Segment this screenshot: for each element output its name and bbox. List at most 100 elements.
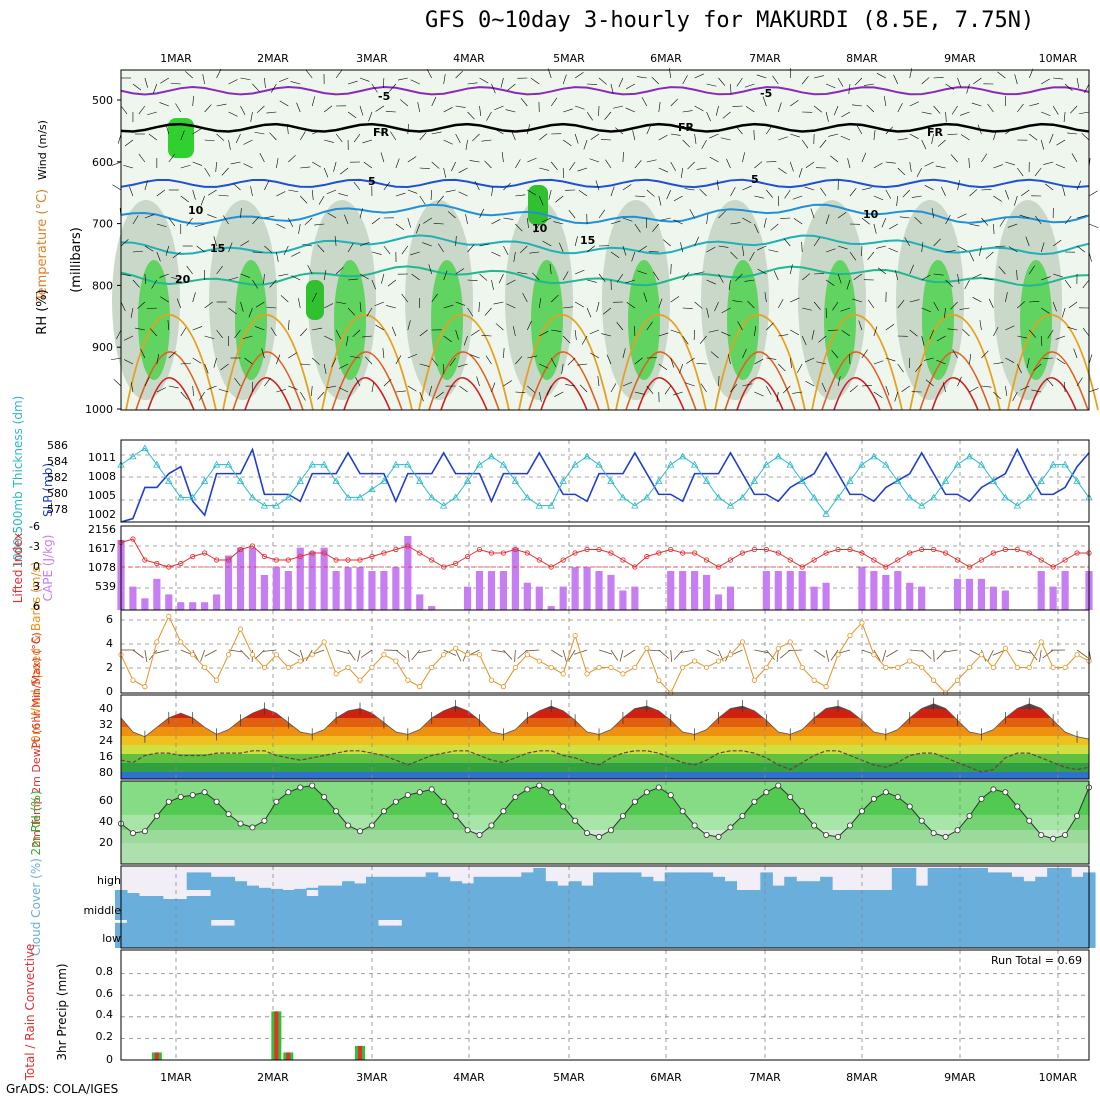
p4-barb-2 [144, 649, 148, 662]
p7-cloud-low-66 [903, 920, 917, 948]
p1-barb-67-2 [921, 139, 927, 150]
p1-barb-15-10 [300, 363, 311, 366]
p1-barb-56-6 [783, 238, 791, 247]
p1-barb-25-6 [410, 251, 420, 256]
panel8-label-extra: Total / Rain Convective [23, 944, 37, 1082]
p2-thick-point-51 [726, 501, 735, 509]
p2-thick-point-35 [535, 501, 543, 509]
p5-tick-0: 40 [99, 702, 113, 715]
p1-barb-13-7 [269, 279, 277, 288]
p1-barb-12-1 [256, 105, 265, 114]
p7-cloud-low-48 [688, 920, 702, 948]
p3-li-point-57 [799, 564, 805, 570]
p1-barb-62-0 [854, 77, 863, 86]
p1-barb-5-7 [171, 276, 181, 281]
p1-barb-12-10 [261, 348, 265, 359]
p3-cape-bar-34 [523, 582, 531, 610]
p1-barb-63-8 [867, 299, 875, 309]
p6-rh-point-80 [1074, 813, 1081, 820]
p2-thick-point-65 [894, 477, 902, 484]
p2-thick-point-47 [679, 452, 687, 460]
p4-speed-point-59 [823, 684, 829, 690]
p1-barb-58-1 [813, 105, 823, 113]
p1-barb-24-9 [407, 320, 411, 331]
p1-barb-76-6 [1025, 236, 1030, 247]
p1-barb-5-3 [180, 164, 191, 169]
p1-barb-52-9 [737, 321, 743, 331]
p3-li-point-48 [692, 550, 698, 556]
p1-barb-6-5 [186, 217, 193, 227]
p1-barb-76-10 [1026, 357, 1030, 368]
p1-barb-33-11 [515, 391, 526, 393]
p1-barb-66-5 [899, 216, 910, 219]
p1-barb-42-1 [613, 105, 623, 109]
p6-rh-point-26 [428, 786, 435, 793]
p1-barb-12-0 [264, 77, 266, 88]
p1-barb-58-5 [810, 208, 815, 219]
p1-barb-31-8 [484, 307, 492, 316]
p1-barb-61-1 [841, 111, 851, 118]
p4-barb-59 [825, 649, 830, 662]
p1-barb-48-8 [694, 301, 703, 309]
p1-contour-2 [120, 178, 1090, 189]
p6-rh-line [120, 784, 1090, 840]
p7-cloud-high-8 [210, 876, 224, 890]
p1-barb-54-3 [766, 161, 777, 163]
p1-barb-7-3 [204, 167, 211, 177]
p1-barb-43-11 [634, 391, 645, 395]
p1-barb-48-0 [694, 73, 704, 79]
p7-cloud-low-70 [951, 920, 965, 948]
p6-rh-point-45 [655, 784, 662, 791]
p1-barb-60-1 [833, 105, 839, 116]
p3-li-point-8 [214, 557, 220, 563]
p2-thick-point-50 [714, 493, 723, 501]
p4-barb-77 [1039, 649, 1042, 662]
p1-barb-50-9 [708, 329, 719, 333]
p7-cloud-middle-44 [640, 890, 654, 920]
p1-barb-34-8 [522, 293, 528, 303]
p1-barb-23-5 [395, 223, 405, 231]
p1-barb-10-0 [240, 77, 251, 81]
p1-barb-32-7 [498, 273, 504, 284]
p2-slp-line [120, 447, 1090, 523]
p1-barb-51-4 [730, 187, 736, 197]
p1-barb-34-1 [520, 98, 528, 107]
p1-barb-57-6 [801, 241, 803, 253]
p4-barb-7 [200, 649, 206, 662]
p2-left-tick-3: 580 [47, 487, 68, 500]
p1-barb-77-0 [1041, 78, 1050, 85]
p7-cloud-high-15 [294, 888, 307, 890]
p1-barb-4-5 [168, 217, 176, 227]
p6-rh-point-52 [739, 813, 746, 820]
p1-barb-46-5 [660, 217, 671, 221]
p2-thick-point-69 [941, 477, 950, 484]
p3-li-point-79 [1062, 557, 1068, 563]
p1-barb-49-5 [706, 214, 709, 225]
p1-barb-30-4 [474, 181, 480, 191]
p1-barb-2-4 [144, 180, 148, 191]
p4-barb-57 [788, 649, 803, 652]
p1-barb-1-10 [123, 359, 134, 365]
p1-barb-58-3 [805, 161, 815, 168]
p1-barb-22-10 [382, 348, 385, 359]
p1-barb-8-3 [215, 161, 217, 172]
p6-rh-point-70 [954, 827, 961, 834]
p4-speed-point-11 [249, 652, 256, 658]
p3-li-point-37 [560, 557, 566, 563]
p1-barb-81-11 [1088, 388, 1099, 393]
p3-cape-bar-10 [236, 547, 245, 610]
p1-barb-26-7 [428, 264, 433, 275]
p1-barb-3-2 [148, 133, 158, 141]
p7-cloud-low-54 [760, 920, 773, 948]
p1-barb-11-3 [243, 163, 253, 169]
p2-thick-point-74 [1001, 493, 1010, 501]
p1-barb-72-0 [973, 77, 982, 85]
p1-barb-18-0 [335, 69, 343, 79]
axis-labels: Wind (m/s) Temperature (°C) RH (%) (mill… [11, 120, 84, 1081]
p7-cloud-high-48 [688, 872, 702, 890]
p4-speed-point-47 [680, 664, 686, 671]
p1-barb-61-3 [847, 158, 851, 169]
panel2-label-slp: SLP (mb) [41, 463, 55, 517]
p1-barb-41-5 [610, 220, 621, 225]
p2-thick-point-44 [643, 493, 651, 501]
